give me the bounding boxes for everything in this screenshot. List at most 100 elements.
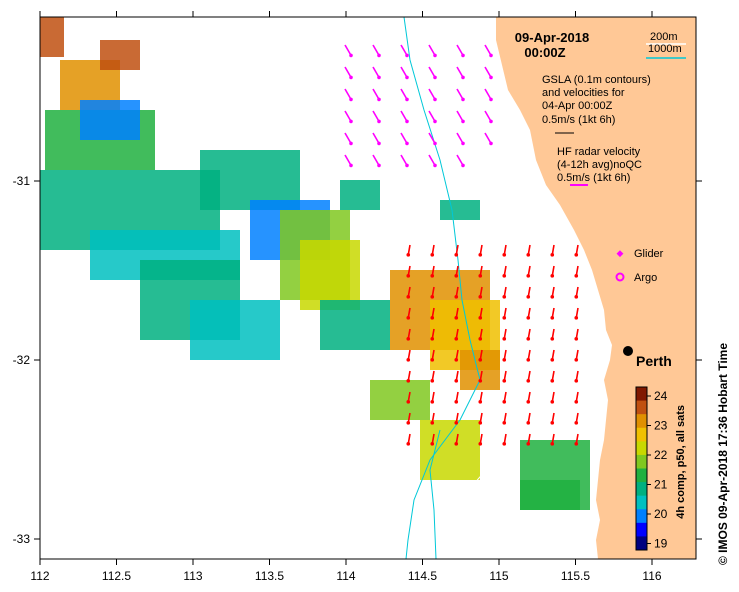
velocity-arrowhead xyxy=(489,97,493,102)
perth-label: Perth xyxy=(636,353,672,369)
colorbar-segment xyxy=(636,414,647,429)
velocity-arrow xyxy=(428,44,436,56)
velocity-arrow xyxy=(344,88,352,100)
hf-radar-arrows xyxy=(344,44,493,168)
velocity-arrowhead xyxy=(377,119,381,124)
velocity-arrowhead xyxy=(478,316,483,320)
plot-frame xyxy=(39,16,697,560)
velocity-arrowhead xyxy=(430,358,435,362)
colorbar-frame xyxy=(635,386,648,551)
argo-label: Argo xyxy=(634,272,657,284)
glider-label: Glider xyxy=(634,248,664,260)
velocity-arrowhead xyxy=(349,163,353,168)
velocity-arrowhead xyxy=(433,141,437,146)
velocity-arrowhead xyxy=(405,119,409,124)
velocity-arrow xyxy=(484,88,492,100)
velocity-arrowhead xyxy=(406,253,411,257)
velocity-arrow xyxy=(428,110,436,122)
gsla-line2: and velocities for xyxy=(542,87,625,99)
map-date: 09-Apr-2018 xyxy=(515,30,589,45)
velocity-arrowhead xyxy=(478,442,483,446)
velocity-arrowhead xyxy=(478,421,483,425)
velocity-arrow xyxy=(400,110,408,122)
velocity-arrow xyxy=(484,132,492,144)
velocity-arrowhead xyxy=(526,295,531,299)
velocity-arrowhead xyxy=(430,316,435,320)
velocity-arrow xyxy=(344,110,352,122)
velocity-arrowhead xyxy=(405,163,409,168)
velocity-arrow xyxy=(428,132,436,144)
velocity-arrowhead xyxy=(478,379,483,383)
velocity-arrow xyxy=(400,66,408,78)
velocity-arrow xyxy=(456,132,464,144)
velocity-arrowhead xyxy=(502,337,507,341)
velocity-arrowhead xyxy=(349,75,353,80)
colorbar-tick-label: 22 xyxy=(654,448,668,462)
velocity-arrow xyxy=(400,44,408,56)
sst-patch xyxy=(520,480,580,510)
colorbar-segment xyxy=(636,536,647,551)
isobath-1000m xyxy=(429,429,441,560)
velocity-arrowhead xyxy=(377,53,381,58)
velocity-arrowhead xyxy=(454,316,459,320)
velocity-arrowhead xyxy=(489,141,493,146)
velocity-arrow xyxy=(372,66,380,78)
credit-text: © IMOS 09-Apr-2018 17:36 Hobart Time xyxy=(716,343,730,565)
velocity-arrowhead xyxy=(406,316,411,320)
velocity-arrowhead xyxy=(526,358,531,362)
velocity-arrow xyxy=(484,110,492,122)
velocity-arrow xyxy=(428,66,436,78)
velocity-arrowhead xyxy=(574,253,579,257)
velocity-arrowhead xyxy=(377,141,381,146)
velocity-arrowhead xyxy=(526,274,531,278)
hf-line1: HF radar velocity xyxy=(557,146,641,158)
velocity-arrowhead xyxy=(526,379,531,383)
velocity-arrowhead xyxy=(502,358,507,362)
velocity-arrowhead xyxy=(433,163,437,168)
y-axis: -31 -32 -33 xyxy=(13,174,702,546)
velocity-arrowhead xyxy=(526,400,531,404)
x-axis: 112 112.5 113 113.5 114 114.5 115 115.5 116 xyxy=(30,11,662,583)
colorbar-tick-label: 20 xyxy=(654,507,668,521)
velocity-arrowhead xyxy=(430,253,435,257)
velocity-arrowhead xyxy=(502,400,507,404)
velocity-arrowhead xyxy=(454,253,459,257)
velocity-arrowhead xyxy=(349,119,353,124)
velocity-arrow xyxy=(456,88,464,100)
gsla-scale: 0.5m/s (1kt 6h) xyxy=(542,114,615,126)
velocity-arrowhead xyxy=(461,119,465,124)
colorbar-segment xyxy=(636,522,647,537)
velocity-arrowhead xyxy=(574,295,579,299)
velocity-arrow xyxy=(372,132,380,144)
velocity-arrowhead xyxy=(430,400,435,404)
velocity-arrowhead xyxy=(430,379,435,383)
velocity-arrowhead xyxy=(433,53,437,58)
x-tick-label: 114.5 xyxy=(408,569,437,583)
glider-icon: ◆ xyxy=(617,248,624,258)
velocity-arrowhead xyxy=(461,141,465,146)
velocity-arrowhead xyxy=(430,421,435,425)
velocity-arrowhead xyxy=(502,379,507,383)
velocity-arrow xyxy=(372,154,380,166)
hf-scale: 0.5m/s (1kt 6h) xyxy=(557,172,630,184)
velocity-arrowhead xyxy=(406,400,411,404)
velocity-arrowhead xyxy=(454,295,459,299)
velocity-arrowhead xyxy=(433,97,437,102)
velocity-arrow xyxy=(400,132,408,144)
velocity-arrowhead xyxy=(406,442,411,446)
map-time: 00:00Z xyxy=(524,45,565,60)
velocity-arrowhead xyxy=(478,400,483,404)
colorbar-title: 4h comp, p50, all sats xyxy=(675,405,687,519)
contour-1000-label: 1000m xyxy=(648,43,682,55)
velocity-arrowhead xyxy=(574,337,579,341)
velocity-arrow xyxy=(372,88,380,100)
velocity-arrowhead xyxy=(489,53,493,58)
x-tick-label: 116 xyxy=(642,569,661,583)
sst-patch xyxy=(440,200,480,220)
velocity-arrowhead xyxy=(574,421,579,425)
velocity-arrowhead xyxy=(550,337,555,341)
velocity-arrowhead xyxy=(454,379,459,383)
sst-patch xyxy=(370,380,430,420)
velocity-arrowhead xyxy=(550,274,555,278)
sst-patch xyxy=(80,100,140,140)
